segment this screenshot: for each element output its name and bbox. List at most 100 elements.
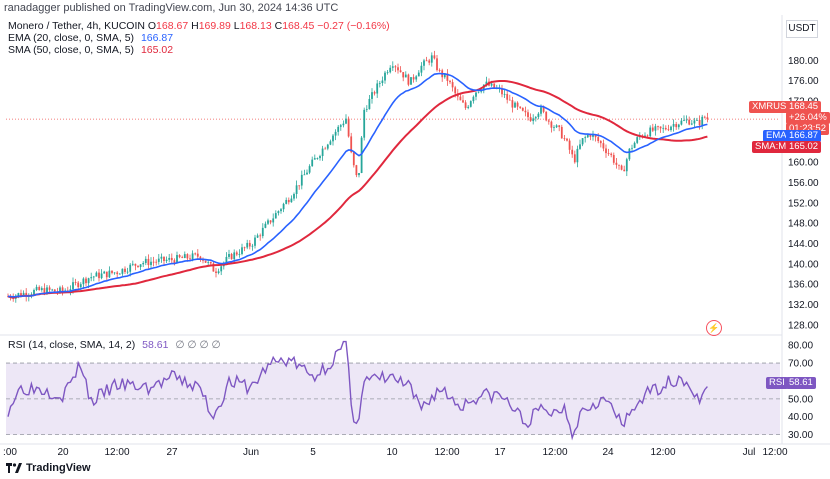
candle-body	[649, 127, 652, 137]
candle-body	[402, 72, 405, 78]
candle-body	[103, 271, 106, 274]
candle-body	[675, 124, 678, 128]
candle-body	[287, 199, 290, 203]
candle-body	[446, 73, 449, 81]
sma-tag-badge: SMA:MA	[752, 141, 796, 153]
candle-body	[657, 126, 659, 128]
tradingview-brand: TradingView	[26, 462, 91, 474]
candle-body	[147, 258, 150, 266]
candle-body	[508, 99, 511, 101]
candle-body	[207, 262, 210, 263]
rsi-line[interactable]	[7, 340, 708, 441]
tradingview-logo[interactable]: TradingView	[6, 462, 91, 474]
candle-body	[378, 83, 381, 84]
flash-icon[interactable]: ⚡	[706, 320, 722, 336]
candle-body	[293, 193, 295, 199]
rsi-tick-label: 40.00	[788, 412, 813, 423]
candle-body	[633, 142, 636, 148]
candle-body	[38, 286, 41, 291]
rsi-tick-label: 70.00	[788, 359, 813, 370]
candle-body	[493, 83, 496, 89]
candle-body	[212, 263, 215, 272]
sma-legend[interactable]: SMA (50, close, 0, SMA, 5) 165.02	[8, 44, 390, 56]
candle-body	[196, 253, 199, 257]
candle-body	[592, 134, 594, 137]
candle-body	[111, 270, 113, 273]
candle-body	[254, 237, 256, 246]
candle-body	[469, 101, 472, 107]
candles	[7, 50, 709, 303]
candle-body	[321, 148, 324, 157]
candle-body	[46, 287, 48, 294]
candle-body	[599, 141, 602, 144]
candle-body	[300, 174, 303, 186]
candle-body	[417, 72, 420, 77]
candle-body	[685, 119, 688, 121]
candle-body	[235, 252, 238, 255]
candle-body	[698, 120, 701, 126]
candle-body	[168, 257, 171, 260]
candle-body	[670, 126, 672, 131]
candle-body	[615, 162, 618, 165]
candle-body	[183, 254, 186, 259]
time-tick-label: Jun	[243, 447, 259, 458]
candle-body	[238, 253, 241, 255]
candle-body	[589, 134, 592, 137]
ema-legend[interactable]: EMA (20, close, 0, SMA, 5) 166.87	[8, 32, 390, 44]
candle-body	[155, 261, 158, 263]
sma-legend-label: SMA (50, close, 0, SMA, 5)	[8, 44, 135, 56]
candle-body	[285, 199, 288, 204]
candle-body	[358, 172, 360, 176]
candle-body	[274, 213, 277, 219]
candle-body	[563, 138, 566, 140]
ema-tag-badge: EMA	[763, 130, 790, 142]
rsi-tick-label: 80.00	[788, 341, 813, 352]
candle-body	[194, 253, 197, 255]
candle-body	[542, 107, 545, 112]
candle-body	[77, 282, 80, 288]
candle-body	[623, 169, 626, 172]
candle-body	[459, 96, 462, 101]
candle-body	[144, 258, 147, 263]
time-tick-label: :00	[3, 447, 17, 458]
candle-body	[69, 289, 72, 291]
candle-body	[381, 80, 384, 84]
candle-body	[150, 261, 152, 266]
candle-body	[467, 106, 470, 108]
candle-body	[610, 153, 613, 156]
candle-body	[20, 293, 22, 297]
candle-body	[545, 111, 548, 121]
candle-body	[365, 109, 368, 110]
candle-body	[17, 293, 20, 296]
candle-body	[436, 58, 438, 71]
candle-body	[363, 109, 366, 138]
candle-body	[677, 124, 680, 128]
candle-body	[347, 118, 350, 137]
time-tick-label: 24	[602, 447, 614, 458]
candle-body	[105, 271, 108, 278]
candle-body	[420, 65, 423, 73]
sma-line[interactable]	[7, 80, 708, 299]
candle-body	[485, 81, 488, 85]
tradingview-icon	[6, 463, 22, 473]
candle-body	[579, 144, 581, 149]
price-tick-label: 132.00	[788, 300, 819, 311]
candle-body	[25, 292, 28, 297]
currency-selector[interactable]: USDT	[786, 20, 818, 38]
candle-body	[501, 88, 503, 95]
candle-body	[475, 92, 477, 97]
symbol-legend: Monero / Tether, 4h, KUCOIN O168.67 H169…	[8, 20, 390, 32]
candle-body	[199, 256, 202, 260]
candle-body	[134, 263, 137, 266]
candle-body	[204, 260, 207, 263]
ema-line[interactable]	[7, 72, 708, 298]
candle-body	[176, 255, 178, 264]
rsi-value-badge: 58.61	[786, 377, 816, 389]
candle-body	[35, 286, 38, 290]
price-tick-label: 160.00	[788, 158, 819, 169]
time-tick-label: Jul	[743, 447, 756, 458]
candle-body	[131, 263, 134, 265]
candle-body	[324, 148, 327, 150]
candle-body	[326, 144, 329, 149]
candle-body	[360, 137, 363, 173]
